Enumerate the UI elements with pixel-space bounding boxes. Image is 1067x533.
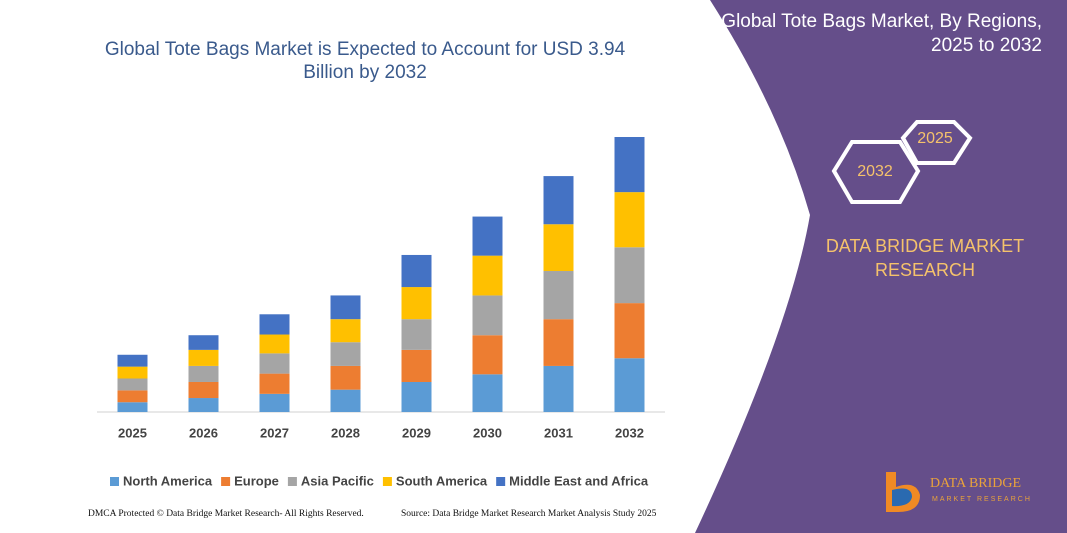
bar-segment <box>543 271 574 320</box>
legend-swatch <box>221 477 231 486</box>
logo-name: DATA BRIDGE <box>930 476 1021 491</box>
bar-segment <box>472 295 503 336</box>
legend-swatch <box>287 477 297 486</box>
bar-segment <box>614 303 645 359</box>
logo-mark <box>892 488 912 507</box>
bar-segment <box>401 381 432 412</box>
bar-segment <box>330 365 361 390</box>
legend-label: South America <box>396 473 488 488</box>
x-tick-label: 2027 <box>260 425 289 440</box>
hexagon <box>900 120 973 165</box>
bar-segment <box>188 349 219 366</box>
bar-segment <box>259 334 290 354</box>
side-panel <box>695 0 1067 533</box>
bar-segment <box>330 342 361 366</box>
x-tick-label: 2025 <box>118 425 147 440</box>
bar-segment <box>330 295 361 320</box>
bar-segment <box>188 335 219 350</box>
bar-segment <box>543 176 574 225</box>
legend-swatch <box>496 477 506 486</box>
bar-segment <box>117 402 148 412</box>
bar-segment <box>543 224 574 272</box>
x-tick-label: 2032 <box>615 425 644 440</box>
hexagon-label: 2032 <box>857 163 893 180</box>
bar-segment <box>614 358 645 412</box>
legend-swatch <box>110 477 119 486</box>
legend-swatch <box>382 477 392 486</box>
bar-segment <box>614 247 645 304</box>
bar-segment <box>117 390 148 403</box>
bar-segment <box>330 389 361 412</box>
bar-segment <box>259 373 290 394</box>
x-tick-label: 2028 <box>331 425 360 440</box>
legend-label: Middle East and Africa <box>509 473 649 488</box>
bar-segment <box>614 137 645 193</box>
bar-segment <box>188 365 219 382</box>
bar-segment <box>259 314 290 335</box>
hexagon-label: 2025 <box>917 130 953 147</box>
bar-segment <box>188 398 219 412</box>
x-tick-label: 2031 <box>544 425 573 440</box>
legend-label: North America <box>123 473 213 488</box>
bar-segment <box>543 319 574 366</box>
legend-label: Europe <box>234 473 279 488</box>
bar-segment <box>259 393 290 412</box>
bar-segment <box>472 255 503 296</box>
hexagon <box>831 140 921 204</box>
bar-segment <box>117 378 148 391</box>
bar-segment <box>330 319 361 343</box>
bar-segment <box>259 353 290 374</box>
bar-segment <box>614 192 645 248</box>
chart-title: Global Tote Bags Market is Expected to A… <box>104 39 626 83</box>
bar-segment <box>401 349 432 382</box>
x-tick-label: 2030 <box>473 425 502 440</box>
bar-segment <box>543 365 574 412</box>
bar-segment <box>401 287 432 320</box>
bar-segment <box>472 335 503 375</box>
panel-title: Global Tote Bags Market, By Regions, 202… <box>721 11 1042 56</box>
brand: DATA BRIDGE MARKET RESEARCH <box>825 236 1025 280</box>
x-tick-label: 2026 <box>189 425 218 440</box>
bar-segment <box>472 374 503 412</box>
bar-segment <box>117 354 148 367</box>
bar-segment <box>472 216 503 256</box>
bar-segment <box>401 254 432 288</box>
x-tick-label: 2029 <box>402 425 431 440</box>
footer-rights: DMCA Protected © Data Bridge Market Rese… <box>88 509 364 519</box>
bar-segment <box>401 319 432 350</box>
footer-source: Source: Data Bridge Market Research Mark… <box>401 509 657 519</box>
legend-label: Asia Pacific <box>301 473 374 488</box>
logo-tagline: MARKET RESEARCH <box>932 496 1032 503</box>
bar-segment <box>117 366 148 379</box>
bar-segment <box>188 381 219 399</box>
